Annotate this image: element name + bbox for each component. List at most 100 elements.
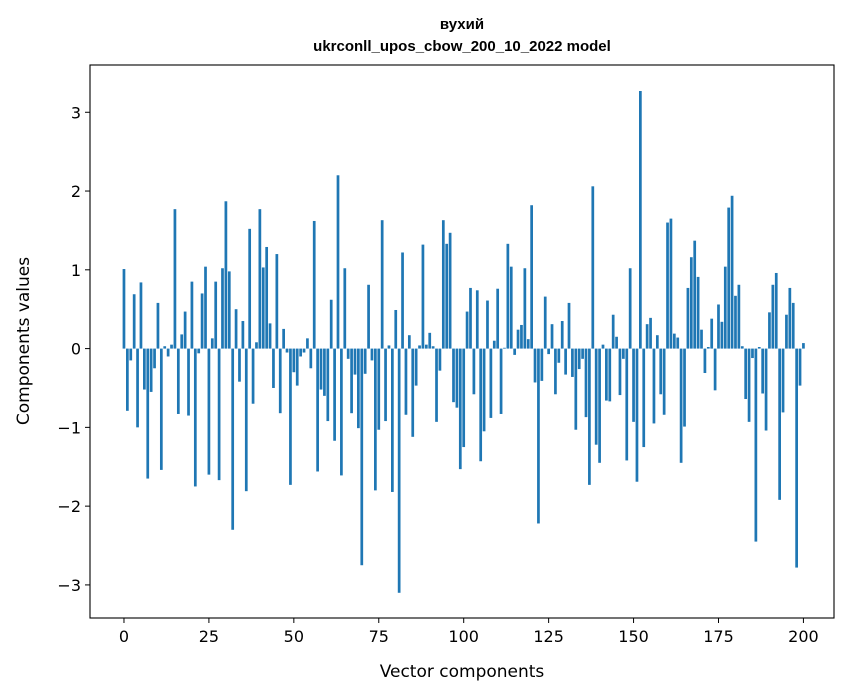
bar-component-54 [306, 338, 309, 349]
bar-component-48 [285, 348, 289, 353]
bar-component-190 [768, 312, 771, 349]
bar-component-83 [404, 348, 408, 415]
bar-component-99 [458, 348, 462, 470]
bar-component-17 [180, 334, 184, 349]
bar-component-35 [241, 321, 245, 349]
bar-component-189 [764, 348, 768, 431]
bar-component-165 [683, 348, 686, 427]
bar-component-42 [265, 246, 269, 349]
bar-component-159 [662, 348, 666, 415]
bar-component-146 [618, 348, 622, 396]
bar-component-140 [598, 348, 601, 463]
bar-component-193 [778, 348, 781, 500]
bar-component-52 [299, 348, 302, 357]
bar-component-151 [635, 348, 639, 482]
bar-component-103 [472, 348, 476, 395]
bar-component-138 [591, 186, 595, 349]
bar-component-78 [387, 345, 391, 349]
bar-component-18 [183, 311, 187, 349]
bar-component-116 [516, 329, 520, 349]
bar-component-8 [149, 348, 153, 392]
bar-component-68 [353, 348, 357, 375]
x-axis-ticks: 0 25 50 75 100 125 150 175 200 [119, 618, 819, 646]
bar-component-174 [713, 348, 717, 391]
bar-component-39 [255, 342, 258, 349]
bar-component-34 [238, 348, 241, 382]
bar-component-22 [197, 348, 201, 354]
bar-component-119 [526, 339, 530, 349]
bar-component-73 [370, 348, 374, 361]
bar-component-115 [513, 348, 517, 355]
bar-component-132 [571, 348, 574, 377]
bar-component-143 [608, 348, 612, 402]
bar-component-109 [492, 340, 496, 349]
bar-component-70 [360, 348, 364, 566]
bar-component-72 [367, 284, 370, 349]
bar-component-15 [173, 209, 177, 349]
bar-component-84 [407, 335, 411, 349]
bar-component-129 [560, 321, 564, 349]
bar-component-117 [520, 324, 523, 349]
bar-component-2 [129, 348, 133, 361]
y-tick-label: −1 [57, 418, 81, 437]
bar-component-61 [329, 299, 333, 349]
bar-component-153 [642, 348, 646, 448]
bar-component-156 [652, 348, 656, 424]
bar-component-46 [278, 348, 282, 414]
bar-component-32 [231, 348, 235, 530]
bar-component-12 [163, 346, 167, 349]
bar-component-149 [628, 268, 632, 349]
bar-component-58 [319, 348, 323, 390]
bar-component-14 [170, 344, 173, 349]
x-tick-label: 200 [788, 627, 819, 646]
bar-component-110 [496, 288, 500, 349]
bar-component-30 [224, 201, 228, 349]
bar-component-167 [689, 257, 693, 349]
bar-component-161 [669, 218, 673, 349]
bar-component-150 [632, 348, 635, 422]
bar-component-200 [802, 343, 805, 349]
bar-component-44 [272, 348, 275, 388]
x-tick-label: 25 [199, 627, 219, 646]
bar-component-20 [190, 281, 194, 349]
bar-component-106 [482, 348, 486, 432]
bar-component-41 [261, 267, 265, 349]
bar-component-24 [204, 266, 207, 349]
bar-component-7 [146, 348, 150, 479]
x-tick-label: 175 [703, 627, 734, 646]
bar-component-160 [666, 222, 669, 349]
bar-component-57 [316, 348, 319, 472]
bar-component-87 [418, 345, 421, 349]
bar-component-163 [676, 337, 680, 349]
bar-component-194 [781, 348, 785, 413]
bar-component-21 [193, 348, 197, 487]
bar-component-104 [475, 290, 479, 349]
bar-component-25 [207, 348, 211, 475]
bar-component-166 [686, 287, 690, 349]
bar-component-122 [537, 348, 540, 524]
bar-component-183 [744, 348, 748, 400]
chart-title-line2: ukrconll_upos_cbow_200_10_2022 model [313, 38, 611, 55]
bar-component-118 [523, 268, 527, 349]
bar-component-50 [292, 348, 296, 373]
bar-component-169 [696, 276, 700, 349]
bar-component-142 [605, 348, 608, 401]
bar-component-141 [601, 344, 605, 349]
y-axis-title: Components values [14, 257, 34, 425]
bar-component-59 [323, 348, 326, 396]
bar-component-175 [717, 304, 720, 349]
bar-component-36 [244, 348, 248, 492]
bar-component-60 [326, 348, 330, 422]
bar-component-173 [710, 318, 714, 349]
bar-component-19 [187, 348, 190, 416]
x-tick-label: 150 [618, 627, 649, 646]
bar-component-89 [424, 344, 428, 349]
bar-component-49 [289, 348, 292, 485]
bar-component-114 [509, 266, 513, 349]
bar-component-95 [445, 243, 449, 349]
bar-component-67 [350, 348, 353, 414]
bar-component-196 [788, 287, 792, 349]
bar-component-27 [214, 281, 218, 349]
bar-component-148 [625, 348, 629, 461]
bar-component-120 [530, 205, 533, 349]
